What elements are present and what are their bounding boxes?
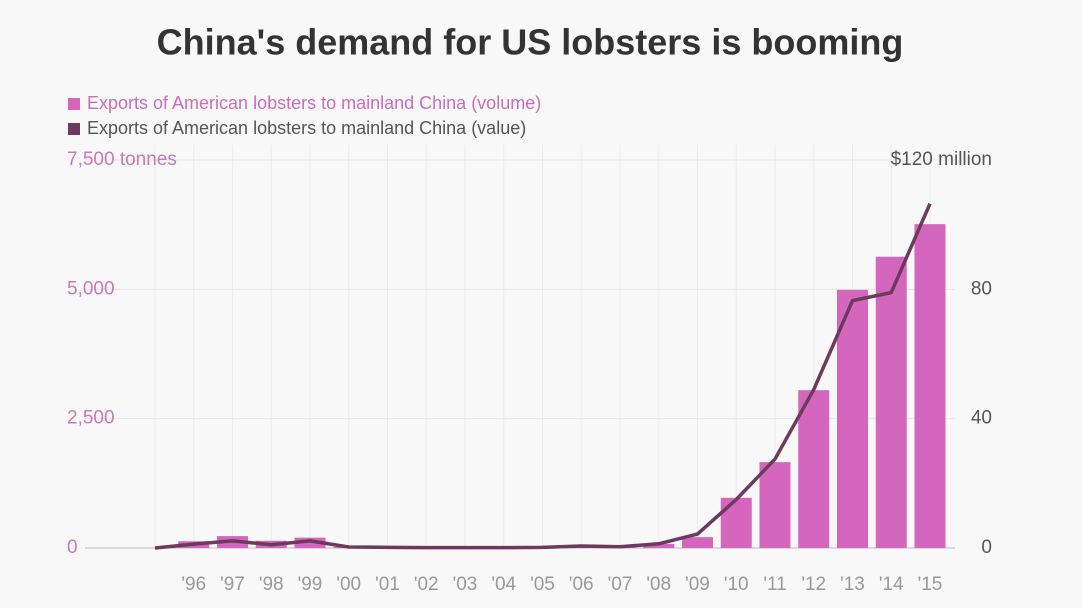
y2-tick-label: 80 [971,278,992,299]
x-tick-label: '05 [530,574,555,595]
x-tick-label: '02 [414,574,439,595]
legend-swatch [68,98,80,110]
bar [720,497,752,548]
legend-label: Exports of American lobsters to mainland… [87,118,526,138]
legend-label: Exports of American lobsters to mainland… [87,93,541,113]
x-tick-label: '13 [840,574,865,595]
bar [837,289,868,548]
x-tick-label: '99 [298,574,323,595]
x-tick-label: '01 [375,574,400,595]
y2-tick-label: 40 [971,408,992,429]
x-tick-label: '12 [801,574,826,595]
x-tick-label: '97 [220,574,245,595]
y-tick-label: 7,500 tonnes [67,149,177,170]
x-tick-label: '04 [491,574,516,595]
x-tick-label: '15 [918,574,943,595]
bar [914,224,946,548]
x-tick-label: '09 [685,574,710,595]
x-tick-label: '03 [453,574,478,595]
y2-tick-label: 0 [981,537,992,558]
x-tick-label: '14 [879,574,904,595]
bar [798,390,830,548]
x-tick-label: '07 [608,574,633,595]
bar [643,543,675,548]
bar [294,537,326,548]
y2-tick-label: $120 million [891,149,992,170]
bar [682,537,713,548]
y-tick-label: 0 [67,537,78,558]
x-tick-label: '98 [259,574,284,595]
line [154,202,932,550]
x-tick-label: '96 [181,574,206,595]
legend-swatch [68,123,80,135]
y-tick-label: 2,500 [67,408,115,429]
x-tick-label: '06 [569,574,594,595]
chart-title: China's demand for US lobsters is boomin… [157,22,904,63]
y-tick-label: 5,000 [67,278,115,299]
x-tick-label: '11 [763,574,786,595]
bar [759,462,791,548]
x-tick-label: '10 [724,574,749,595]
x-tick-label: '08 [646,574,671,595]
x-tick-label: '00 [336,574,361,595]
bar [875,256,907,548]
